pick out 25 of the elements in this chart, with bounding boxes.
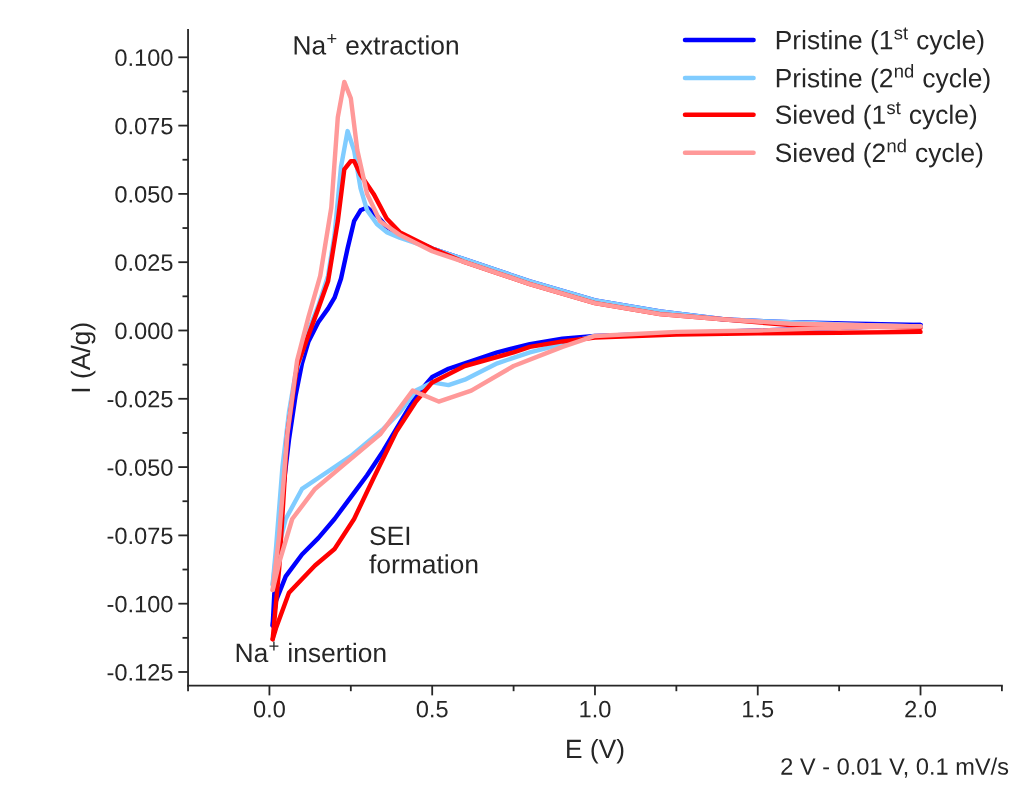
legend-label: Sieved (1$^{st}$ cycle) xyxy=(775,102,977,130)
text: 2 V - 0.01 V, 0.1 mV/s xyxy=(781,757,1009,778)
y-tick-label: -0.050 xyxy=(107,459,173,476)
y-tick-label: 0.025 xyxy=(115,254,173,271)
x-tick-label: 0.0 xyxy=(253,700,285,718)
y-tick-label: 0.000 xyxy=(115,322,173,340)
y-tick-label: -0.075 xyxy=(107,527,173,545)
y-tick-label: 0.050 xyxy=(115,185,173,203)
y-tick-label: -0.025 xyxy=(107,390,173,408)
legend-label: Pristine (2$^{nd}$ cycle) xyxy=(776,64,990,93)
annotation: Na$^{+}$ insertion xyxy=(236,641,386,663)
legend-label: Pristine (1$^{st}$ cycle) xyxy=(776,27,984,55)
annotation: SEI formation xyxy=(369,526,478,574)
x-tick-label: 1.0 xyxy=(580,700,611,718)
y-tick-label: -0.100 xyxy=(107,595,173,613)
annotation: Na$^{+}$ extraction xyxy=(294,34,458,55)
legend-label: Sieved (2$^{nd}$ cycle) xyxy=(775,138,983,168)
x-axis-title: E (V) xyxy=(567,738,624,764)
y-tick-label: 0.100 xyxy=(115,49,173,67)
x-tick-label: 2.0 xyxy=(905,700,936,718)
x-tick-label: 1.5 xyxy=(743,701,774,718)
y-tick-label: 0.075 xyxy=(115,117,173,135)
y-tick-label: -0.125 xyxy=(107,664,173,681)
x-tick-label: 0.5 xyxy=(416,700,448,718)
y-axis-title: I (A/g) xyxy=(70,323,96,392)
